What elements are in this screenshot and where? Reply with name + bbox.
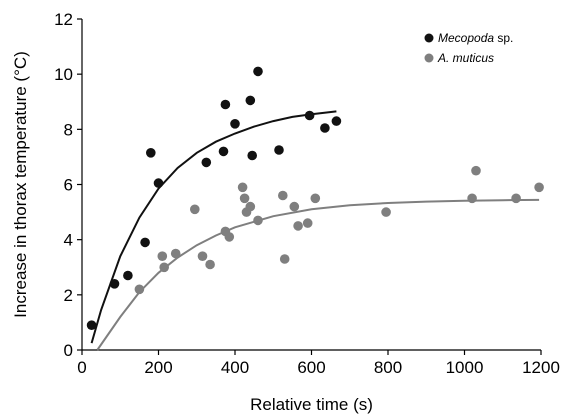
point-mecopoda-6 xyxy=(201,157,212,168)
point-a-muticus-12 xyxy=(245,201,256,212)
fit-curve-mecopoda xyxy=(90,110,337,344)
point-mecopoda-16 xyxy=(331,116,342,126)
point-a-muticus-20 xyxy=(381,207,391,217)
point-mecopoda-15 xyxy=(320,123,330,133)
point-mecopoda-8 xyxy=(220,99,231,110)
fit-curves xyxy=(90,110,540,351)
legend-species-a-muticus: A. muticus xyxy=(437,51,494,65)
point-mecopoda-0 xyxy=(86,320,97,331)
point-mecopoda-14 xyxy=(304,110,315,121)
legend-marker-mecopoda xyxy=(424,33,434,43)
x-tick-label-400: 400 xyxy=(221,358,249,377)
point-mecopoda-10 xyxy=(245,95,256,106)
point-mecopoda-11 xyxy=(247,150,257,161)
point-a-muticus-4 xyxy=(190,204,200,215)
x-tick-label-800: 800 xyxy=(374,358,402,377)
legend: Mecopoda sp. A. muticus xyxy=(424,31,513,65)
legend-label-a-muticus: A. muticus xyxy=(437,51,494,65)
axis-ticks: 0 200 400 600 800 1000 1200 0 2 4 6 8 10 12 xyxy=(54,10,560,377)
y-tick-label-10: 10 xyxy=(54,65,73,84)
x-tick-label-1200: 1200 xyxy=(522,358,560,377)
point-a-muticus-2 xyxy=(159,262,169,273)
point-a-muticus-18 xyxy=(302,218,313,228)
point-a-muticus-1 xyxy=(157,251,168,261)
point-a-muticus-19 xyxy=(310,193,321,204)
x-tick-label-600: 600 xyxy=(297,358,325,377)
y-tick-label-2: 2 xyxy=(64,286,73,305)
point-a-muticus-5 xyxy=(197,251,208,261)
fit-curve-a-muticus xyxy=(96,198,540,351)
point-a-muticus-17 xyxy=(293,221,303,231)
y-tick-label-0: 0 xyxy=(64,341,73,360)
x-tick-label-1000: 1000 xyxy=(446,358,484,377)
point-a-muticus-24 xyxy=(534,182,544,193)
point-mecopoda-2 xyxy=(123,270,133,281)
point-a-muticus-13 xyxy=(253,215,263,226)
point-a-muticus-21 xyxy=(467,193,477,204)
point-a-muticus-3 xyxy=(170,248,181,259)
point-a-muticus-6 xyxy=(205,259,215,270)
x-tick-label-200: 200 xyxy=(144,358,172,377)
point-mecopoda-1 xyxy=(109,279,120,289)
point-mecopoda-12 xyxy=(253,66,263,77)
point-a-muticus-22 xyxy=(471,165,481,176)
data-points xyxy=(86,66,544,331)
point-a-muticus-23 xyxy=(511,193,521,204)
point-mecopoda-5 xyxy=(153,178,164,188)
y-tick-label-6: 6 xyxy=(64,176,73,195)
x-tick-label-0: 0 xyxy=(77,358,86,377)
y-axis-title: Increase in thorax temperature (°C) xyxy=(11,51,30,318)
point-a-muticus-0 xyxy=(134,284,145,295)
legend-label-mecopoda: Mecopoda sp. xyxy=(438,31,513,45)
y-tick-label-8: 8 xyxy=(64,120,73,139)
x-axis-title: Relative time (s) xyxy=(250,395,373,414)
point-a-muticus-10 xyxy=(239,193,250,204)
point-a-muticus-15 xyxy=(279,254,290,264)
legend-species-mecopoda: Mecopoda xyxy=(438,31,494,45)
legend-suffix-mecopoda: sp. xyxy=(494,31,513,45)
point-mecopoda-9 xyxy=(230,119,240,129)
y-tick-label-4: 4 xyxy=(64,231,73,250)
y-tick-label-12: 12 xyxy=(54,10,73,29)
point-mecopoda-7 xyxy=(218,146,229,157)
point-a-muticus-8 xyxy=(224,232,235,242)
point-mecopoda-13 xyxy=(274,145,284,155)
plot-area: 0 200 400 600 800 1000 1200 0 2 4 6 8 10 12 xyxy=(54,10,560,377)
legend-marker-a-muticus xyxy=(424,53,434,63)
point-a-muticus-9 xyxy=(237,182,248,193)
point-a-muticus-16 xyxy=(289,201,300,212)
point-a-muticus-14 xyxy=(278,190,288,201)
point-mecopoda-4 xyxy=(146,148,156,158)
point-mecopoda-3 xyxy=(140,237,150,248)
